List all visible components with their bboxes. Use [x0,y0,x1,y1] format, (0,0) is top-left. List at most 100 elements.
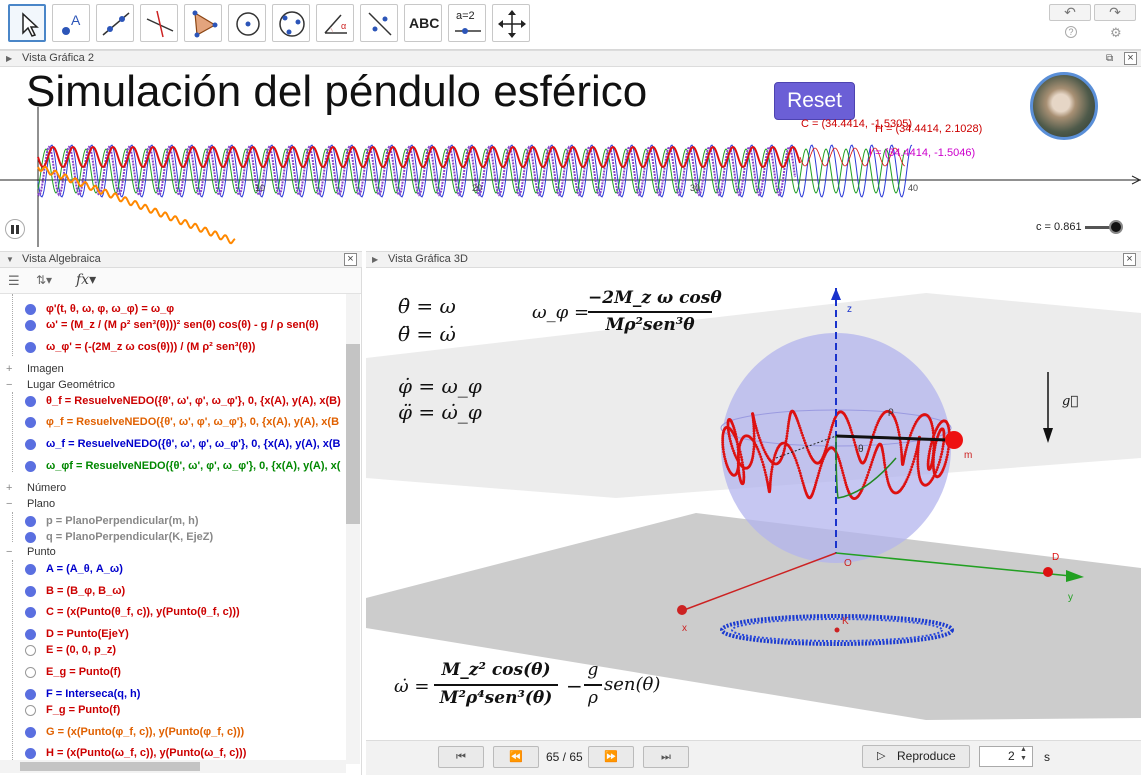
trajectory-dot [806,448,810,452]
collapse-triangle-icon[interactable]: ▶ [372,255,379,264]
help-icon[interactable]: ? [1065,26,1077,38]
trajectory-dot [932,444,936,448]
trajectory-dot [826,440,830,444]
visibility-dot[interactable] [25,320,36,331]
trajectory-dot [929,442,933,446]
conic-tool-button[interactable] [272,4,310,42]
visibility-dot[interactable] [25,396,36,407]
graphics3d-view[interactable]: z O x y D K m g⃗ ρ θ θ̇ = ω θ̈ = ω̇ φ̇ =… [366,268,1141,740]
graphics2-view[interactable]: 10 20 30 40 Simulación del péndulo esfér… [0,67,1141,247]
visibility-dot[interactable] [25,304,36,315]
visibility-dot[interactable] [25,705,36,716]
play-icon: ▷ [877,750,886,762]
trajectory-dot [737,453,740,457]
trajectory-dot [733,430,737,434]
graphics2-close-button[interactable]: × [1124,52,1137,65]
reset-button[interactable]: Reset [774,82,855,120]
trajectory-dot [932,441,936,445]
author-avatar [1030,72,1098,140]
visibility-dot[interactable] [25,645,36,656]
last-step-button[interactable]: ⏭ [643,746,689,768]
trajectory-dot [722,452,726,456]
gravity-label: g⃗ [1062,394,1079,409]
slider-c-track[interactable] [1085,226,1115,229]
circle-tool-button[interactable] [228,4,266,42]
visibility-dot[interactable] [25,516,36,527]
trajectory-dot [916,445,919,449]
line-tool-button[interactable] [96,4,134,42]
visibility-dot[interactable] [25,532,36,543]
restore-window-icon[interactable]: ⧉ [1106,53,1114,64]
trajectory-dot [931,452,935,455]
trajectory-dot [905,446,909,449]
visibility-dot[interactable] [25,417,36,428]
collapse-triangle-icon[interactable]: ▼ [6,255,14,264]
sort-icon[interactable]: ⇅▾ [36,273,53,287]
eq-omega-phi-num: −2M_z ω cosθ [588,288,722,308]
visibility-dot[interactable] [25,629,36,640]
seconds-spinner[interactable]: 2 ▲ ▼ [979,746,1033,767]
visibility-dot[interactable] [25,607,36,618]
pause-button[interactable] [5,219,25,239]
trajectory-dot [765,478,769,481]
visibility-dot[interactable] [25,727,36,738]
trajectory-dot [819,464,823,468]
menu-lines-icon[interactable]: ☰ [8,273,20,288]
trajectory-dot [908,470,912,474]
trajectory-dot [735,437,739,441]
visibility-dot[interactable] [25,342,36,353]
first-step-button[interactable]: ⏮ [438,746,484,768]
trajectory-dot [917,471,921,475]
polygon-tool-button[interactable] [184,4,222,42]
visibility-dot[interactable] [25,689,36,700]
collapse-triangle-icon[interactable]: ▶ [6,54,13,63]
trajectory-dot [824,447,828,451]
text-tool-button[interactable]: ABC [404,4,442,42]
trajectory-dot [723,455,726,458]
trajectory-dot [742,470,746,474]
slider-c-knob[interactable] [1109,220,1123,234]
move-view-tool-button[interactable] [492,4,530,42]
graphics3d-close-button[interactable]: × [1123,253,1136,266]
trajectory-dot [827,435,831,439]
visibility-dot[interactable] [25,586,36,597]
trajectory-dot [736,443,739,446]
trajectory-dot [752,447,756,451]
redo-button[interactable]: ↷ [1094,4,1136,21]
reflect-tool-button[interactable] [360,4,398,42]
visibility-dot[interactable] [25,439,36,450]
algebra-hscroll-thumb[interactable] [20,762,200,771]
curve [37,148,906,194]
visibility-dot[interactable] [25,461,36,472]
tick-label: 20 [472,183,482,193]
algebra-close-button[interactable]: × [344,253,357,266]
trajectory-dot [752,437,756,441]
trajectory-dot [793,456,797,460]
trajectory-dot [906,475,910,479]
trajectory-dot [721,436,725,440]
trajectory-dot [795,461,799,465]
next-step-button[interactable]: ⏩ [588,746,634,768]
visibility-dot[interactable] [25,748,36,759]
trajectory-dot [946,453,949,456]
trajectory-dot [907,473,911,477]
input-function-icon[interactable]: fx▾ [76,272,97,288]
previous-step-button[interactable]: ⏪ [493,746,539,768]
visibility-dot[interactable] [25,667,36,678]
undo-button[interactable]: ↶ [1049,4,1091,21]
move-tool-button[interactable] [8,4,46,42]
point-tool-button[interactable]: A [52,4,90,42]
slider-tool-button[interactable]: a=2 [448,4,486,42]
visibility-dot[interactable] [25,564,36,575]
trajectory-dot [886,477,889,481]
spinner-arrows-icon[interactable]: ▲ ▼ [1020,746,1027,762]
trajectory-dot [871,433,875,437]
play-button[interactable]: ▷ Reproduce [862,745,970,768]
perpendicular-line-tool-button[interactable] [140,4,178,42]
algebra-scroll-thumb[interactable] [346,344,360,524]
trajectory-dot [739,453,743,456]
slider-icon [455,28,481,34]
angle-tool-button[interactable]: α [316,4,354,42]
settings-gear-icon[interactable]: ⚙ [1110,25,1122,40]
trajectory-dot [801,481,805,485]
